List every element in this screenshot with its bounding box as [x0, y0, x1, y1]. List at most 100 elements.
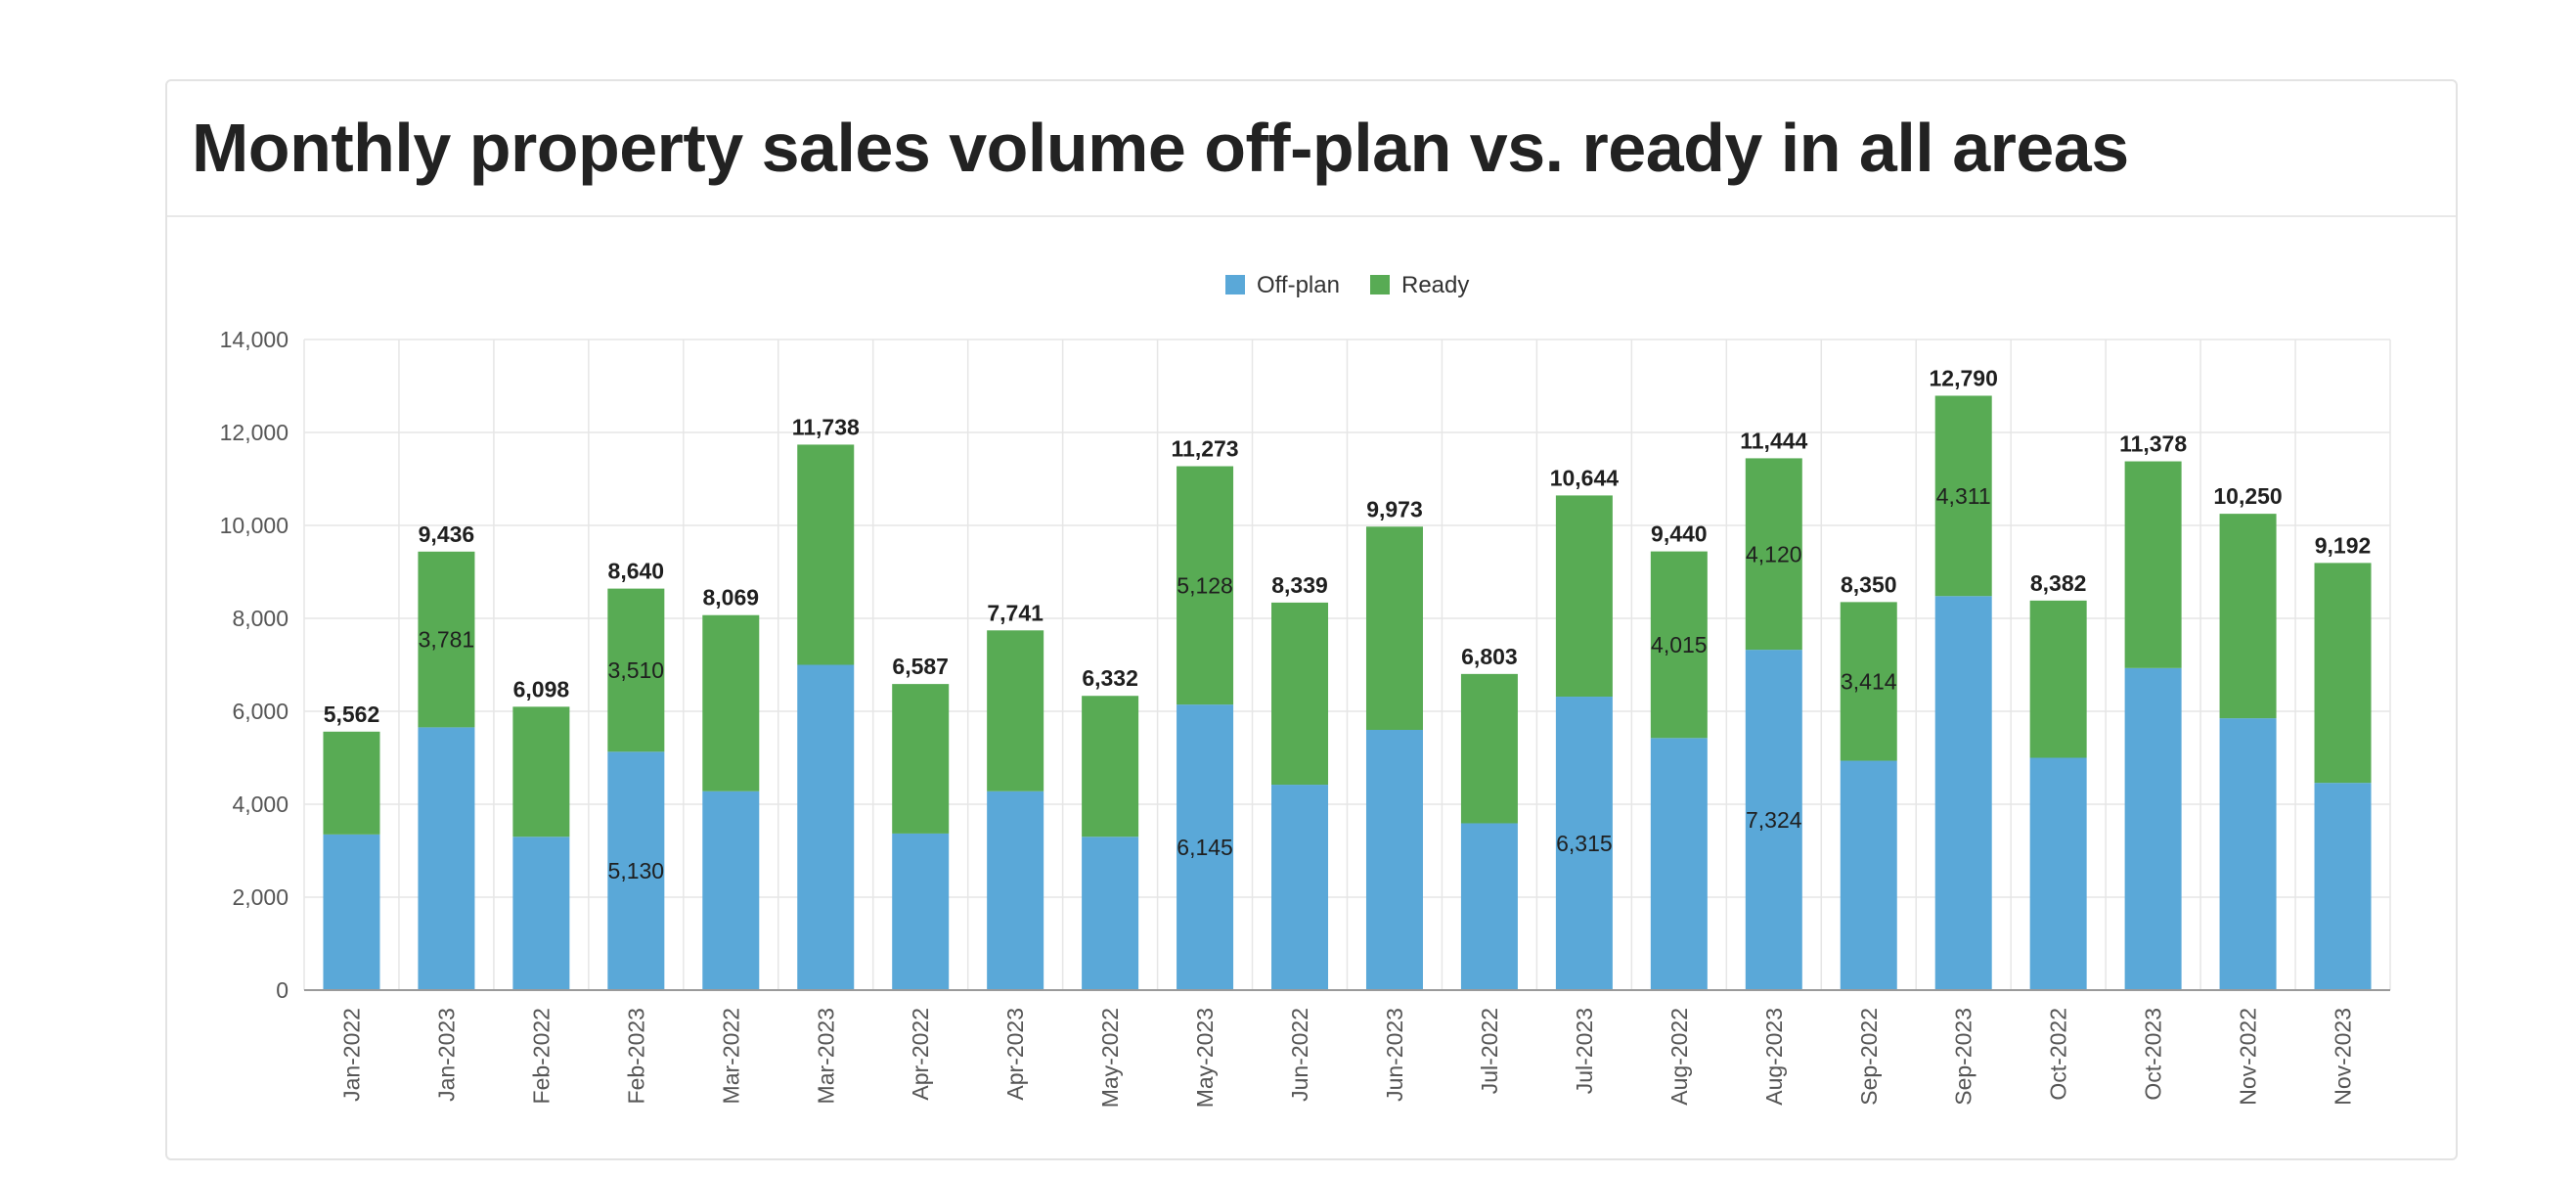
bar-ready	[2029, 600, 2087, 758]
bar-total-label: 9,436	[419, 521, 475, 547]
bar-segment-label: 5,128	[1177, 572, 1233, 598]
bar-off-plan	[1555, 697, 1613, 990]
bar-segment-label: 6,315	[1556, 831, 1613, 856]
y-tick-label: 6,000	[232, 699, 289, 724]
bar-off-plan	[702, 791, 760, 990]
bar-total-label: 6,803	[1461, 644, 1518, 669]
bar-total-label: 5,562	[324, 702, 380, 727]
x-tick-label: Jul-2022	[1477, 1008, 1502, 1094]
bar-off-plan	[1365, 730, 1423, 990]
x-tick-label: Oct-2023	[2141, 1008, 2166, 1101]
y-tick-label: 8,000	[232, 606, 289, 631]
bar-ready	[1365, 526, 1423, 730]
x-tick-label: Mar-2022	[718, 1008, 743, 1104]
x-tick-label: Jan-2023	[433, 1008, 459, 1102]
y-tick-label: 10,000	[220, 513, 289, 538]
bar-total-label: 6,332	[1082, 665, 1138, 691]
x-tick-label: Oct-2022	[2046, 1008, 2071, 1101]
bar-segment-label: 4,120	[1746, 541, 1802, 566]
x-tick-label: Nov-2022	[2236, 1008, 2261, 1106]
legend-label: Ready	[1401, 272, 1469, 298]
x-tick-label: Sep-2023	[1951, 1008, 1976, 1106]
bar-segment-label: 7,324	[1746, 807, 1802, 833]
x-tick-label: Jun-2023	[1382, 1008, 1407, 1102]
x-tick-label: Aug-2023	[1761, 1008, 1787, 1106]
bar-off-plan	[2029, 757, 2087, 990]
x-tick-label: Feb-2022	[528, 1008, 554, 1104]
y-tick-label: 12,000	[220, 420, 289, 445]
bar-segment-label: 3,781	[419, 627, 475, 653]
bar-total-label: 8,640	[608, 559, 665, 584]
x-tick-label: Jun-2022	[1287, 1008, 1312, 1102]
bar-ready	[2124, 461, 2182, 668]
bar-total-label: 8,350	[1841, 571, 1897, 597]
bar-total-label: 11,273	[1172, 436, 1239, 462]
bar-total-label: 6,587	[892, 654, 949, 679]
bar-off-plan	[2219, 718, 2277, 990]
bar-total-label: 11,378	[2119, 431, 2187, 457]
title-divider	[167, 215, 2456, 217]
bar-segment-label: 3,510	[608, 657, 665, 683]
bar-segment-label: 6,145	[1177, 835, 1233, 860]
legend-swatch	[1225, 275, 1245, 294]
bar-off-plan	[797, 664, 855, 990]
y-tick-label: 2,000	[232, 884, 289, 910]
bar-segment-label: 4,015	[1651, 632, 1708, 657]
bar-total-label: 11,444	[1740, 428, 1807, 453]
bar-total-label: 9,440	[1651, 521, 1708, 547]
chart-title: Monthly property sales volume off-plan v…	[192, 110, 2129, 186]
bar-off-plan	[987, 791, 1044, 990]
bar-ready	[2219, 514, 2277, 719]
bar-ready	[1271, 602, 1329, 786]
bar-off-plan	[1177, 704, 1234, 990]
x-tick-label: May-2022	[1097, 1008, 1123, 1108]
bar-off-plan	[2124, 667, 2182, 990]
bar-total-label: 10,644	[1550, 465, 1620, 490]
x-tick-label: Aug-2022	[1666, 1008, 1692, 1106]
bar-ready	[987, 630, 1044, 792]
bar-ready	[797, 444, 855, 665]
x-tick-label: Apr-2022	[908, 1008, 933, 1101]
bar-off-plan	[1840, 760, 1897, 990]
bar-segment-label: 5,130	[608, 858, 665, 883]
bar-total-label: 8,339	[1271, 572, 1328, 598]
x-tick-label: May-2023	[1192, 1008, 1218, 1108]
bar-total-label: 10,250	[2213, 483, 2282, 509]
bar-ready	[702, 614, 760, 792]
x-tick-label: Feb-2023	[623, 1008, 648, 1104]
bar-total-label: 8,069	[703, 585, 760, 611]
bar-total-label: 6,098	[513, 676, 570, 702]
bar-total-label: 8,382	[2030, 570, 2087, 596]
bar-off-plan	[1271, 785, 1329, 990]
bar-ready	[892, 684, 950, 834]
bar-ready	[607, 588, 665, 752]
bar-off-plan	[2314, 783, 2372, 990]
y-tick-label: 4,000	[232, 792, 289, 817]
y-tick-label: 0	[276, 977, 289, 1003]
x-tick-label: Sep-2022	[1856, 1008, 1882, 1106]
bar-off-plan	[1745, 650, 1802, 990]
bar-ready	[418, 551, 475, 728]
x-tick-label: Jan-2022	[338, 1008, 364, 1102]
x-tick-label: Apr-2023	[1002, 1008, 1028, 1101]
bar-off-plan	[1650, 738, 1708, 990]
bar-total-label: 9,973	[1366, 496, 1423, 521]
legend-swatch	[1370, 275, 1390, 294]
bar-total-label: 11,738	[792, 414, 860, 439]
legend-label: Off-plan	[1257, 272, 1340, 298]
bar-ready	[2314, 563, 2372, 784]
bar-off-plan	[607, 751, 665, 990]
bar-off-plan	[892, 833, 950, 990]
x-tick-label: Jul-2023	[1572, 1008, 1597, 1094]
bar-ready	[1650, 551, 1708, 739]
bar-off-plan	[1082, 837, 1139, 990]
bar-segment-label: 3,414	[1841, 668, 1897, 694]
bar-off-plan	[418, 727, 475, 990]
bar-off-plan	[512, 837, 570, 990]
bar-ready	[1840, 602, 1897, 761]
bar-off-plan	[323, 834, 380, 990]
bar-total-label: 7,741	[987, 600, 1044, 625]
x-tick-label: Nov-2023	[2331, 1008, 2356, 1106]
x-tick-label: Mar-2023	[813, 1008, 838, 1104]
